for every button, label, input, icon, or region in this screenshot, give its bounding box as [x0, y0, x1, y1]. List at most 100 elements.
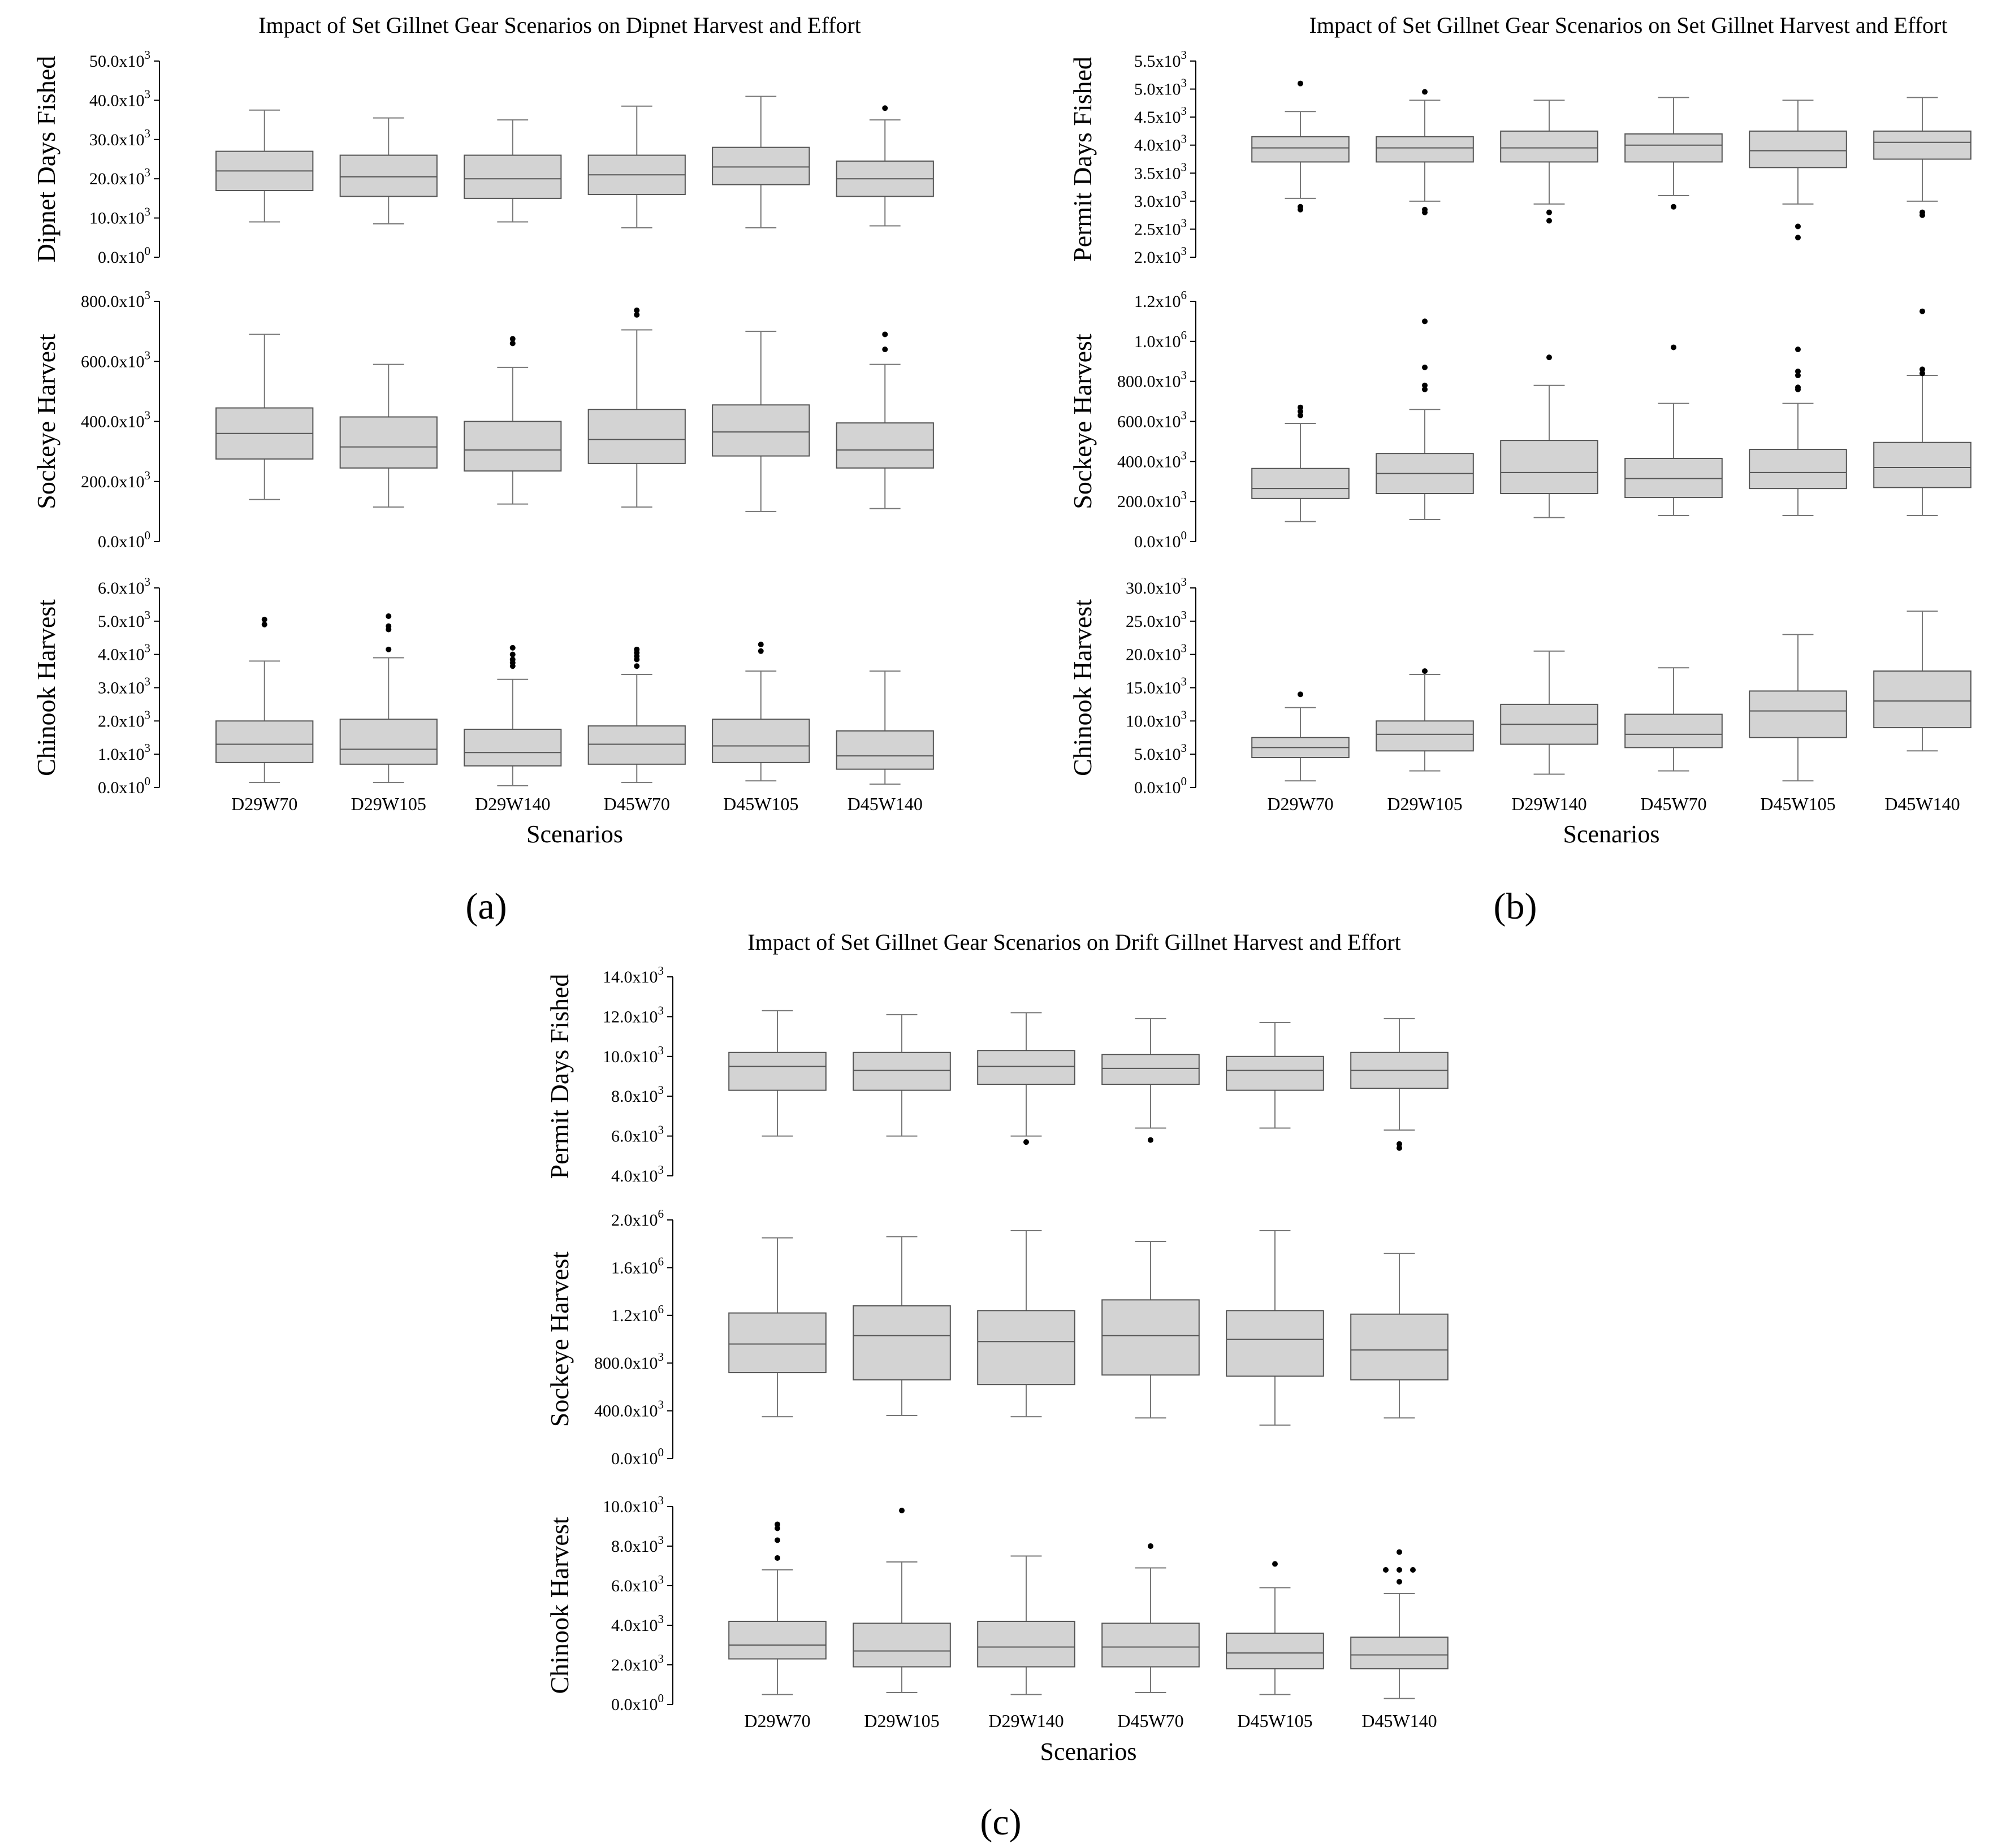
outlier-point [509, 644, 516, 651]
box-D45W70 [1624, 97, 1723, 210]
iqr-box [215, 720, 314, 763]
iqr-box [587, 725, 686, 765]
y-tick-label: 3.0x103 [1134, 188, 1187, 211]
iqr-box [464, 421, 562, 472]
iqr-box [1749, 690, 1847, 738]
panel-a-ylabel-1: Dipnet Days Fished [32, 56, 60, 262]
outlier-point [1397, 1567, 1402, 1573]
outlier-point [1298, 412, 1303, 418]
panel-a-subplot-1: 0.0x100 10.0x103 20.0x103 30.0x103 40.0x103 5… [32, 48, 934, 267]
outlier-point [386, 613, 392, 620]
y-tick-label: 200.0x103 [1117, 488, 1187, 511]
box-D29W70 [728, 1010, 827, 1137]
iqr-box [1251, 136, 1350, 163]
box-D45W70 [587, 307, 686, 508]
outlier-point [1671, 204, 1676, 210]
outlier-point [261, 621, 267, 627]
y-tick-label: 2.5x103 [1134, 216, 1187, 239]
panel-a-subplot-2: 0.0x100 200.0x103 400.0x103 600.0x103 800.0x… [32, 288, 934, 551]
box-D29W140 [464, 119, 562, 223]
iqr-box [587, 409, 686, 464]
box-D45W70 [587, 105, 686, 228]
iqr-box [1226, 1633, 1324, 1669]
outlier-point [386, 646, 392, 652]
iqr-box [853, 1622, 951, 1668]
iqr-box [836, 422, 934, 469]
iqr-box [1101, 1622, 1200, 1668]
box-D45W105 [1226, 1561, 1324, 1695]
x-tick-label-D29W140: D29W140 [1511, 794, 1586, 814]
y-tick-label: 6.0x103 [98, 575, 150, 598]
y-tick-label: 40.0x103 [89, 87, 150, 110]
box-D45W105 [1749, 99, 1847, 241]
outlier-point [1422, 386, 1428, 392]
outlier-point [634, 646, 640, 652]
outlier-point [1023, 1139, 1029, 1145]
box-D29W70 [215, 334, 314, 500]
y-tick-label: 400.0x103 [1117, 448, 1187, 471]
box-D29W105 [1376, 318, 1474, 521]
iqr-box [464, 729, 562, 767]
panel-b-ylabel-3: Chinook Harvest [1068, 599, 1097, 776]
outlier-point [882, 105, 888, 111]
box-D29W105 [1376, 89, 1474, 215]
x-tick-label-D45W105: D45W105 [1760, 794, 1835, 814]
outlier-point [1397, 1141, 1402, 1147]
iqr-box [339, 154, 438, 197]
y-tick-label: 4.0x103 [611, 1612, 664, 1635]
box-D29W140 [1500, 354, 1598, 518]
box-D29W70 [215, 616, 314, 784]
y-tick-label: 8.0x103 [611, 1083, 664, 1106]
y-tick-label: 0.0x100 [611, 1691, 664, 1714]
x-tick-label-D29W70: D29W70 [744, 1711, 810, 1731]
outlier-point [1298, 204, 1303, 210]
panel-b-label: (b) [1494, 886, 1537, 927]
x-tick-label-D45W140: D45W140 [848, 794, 923, 814]
outlier-point [509, 651, 516, 657]
outlier-point [775, 1521, 780, 1527]
box-D45W140 [1350, 1018, 1449, 1151]
iqr-box [712, 719, 810, 763]
outlier-point [1422, 364, 1428, 370]
iqr-box [977, 1621, 1075, 1668]
iqr-box [1624, 713, 1723, 748]
box-D45W70 [1101, 1240, 1200, 1419]
y-tick-label: 8.0x103 [611, 1533, 664, 1556]
iqr-box [712, 404, 810, 457]
outlier-point [882, 347, 888, 352]
iqr-box [853, 1305, 951, 1380]
x-tick-label-D45W140: D45W140 [1361, 1711, 1437, 1731]
y-tick-label: 5.0x103 [98, 608, 150, 631]
outlier-point [1546, 218, 1552, 224]
box-D29W105 [853, 1014, 951, 1137]
panel-c-chart: Impact of Set Gillnet Gear Scenarios on … [545, 929, 1449, 1765]
y-tick-label: 1.6x106 [611, 1254, 664, 1277]
iqr-box [1873, 670, 1972, 729]
panel-b-title: Impact of Set Gillnet Gear Scenarios on … [1309, 12, 1948, 38]
outlier-point [261, 616, 267, 622]
y-tick-label: 15.0x103 [1126, 675, 1187, 698]
outlier-point [1298, 691, 1303, 698]
panel-b-xlabel: Scenarios [1563, 820, 1659, 848]
panel-c-ylabel-3: Chinook Harvest [545, 1517, 574, 1694]
box-D45W105 [712, 96, 810, 228]
panel-a-subplot-3: 0.0x100 1.0x103 2.0x103 3.0x103 4.0x103 5.0x1… [32, 575, 934, 848]
outlier-point [1795, 235, 1801, 241]
iqr-box [853, 1051, 951, 1091]
iqr-box [728, 1621, 827, 1660]
iqr-box [977, 1310, 1075, 1386]
box-D45W140 [1350, 1253, 1449, 1419]
box-D45W140 [836, 105, 934, 227]
panel-a-ylabel-2: Sockeye Harvest [32, 334, 60, 509]
box-D45W140 [836, 331, 934, 509]
outlier-point [775, 1537, 780, 1543]
y-tick-label: 6.0x103 [611, 1123, 664, 1146]
y-tick-label: 10.0x103 [89, 205, 150, 228]
box-D29W105 [1376, 668, 1474, 772]
y-tick-label: 600.0x103 [1117, 409, 1187, 431]
outlier-point [1671, 344, 1676, 350]
panel-a-label: (a) [465, 886, 507, 927]
panel-c-subplot-1: 4.0x103 6.0x103 8.0x103 10.0x103 12.0x103 14.… [545, 964, 1449, 1185]
panel-a-xlabel: Scenarios [526, 820, 623, 848]
box-D45W70 [1101, 1543, 1200, 1693]
